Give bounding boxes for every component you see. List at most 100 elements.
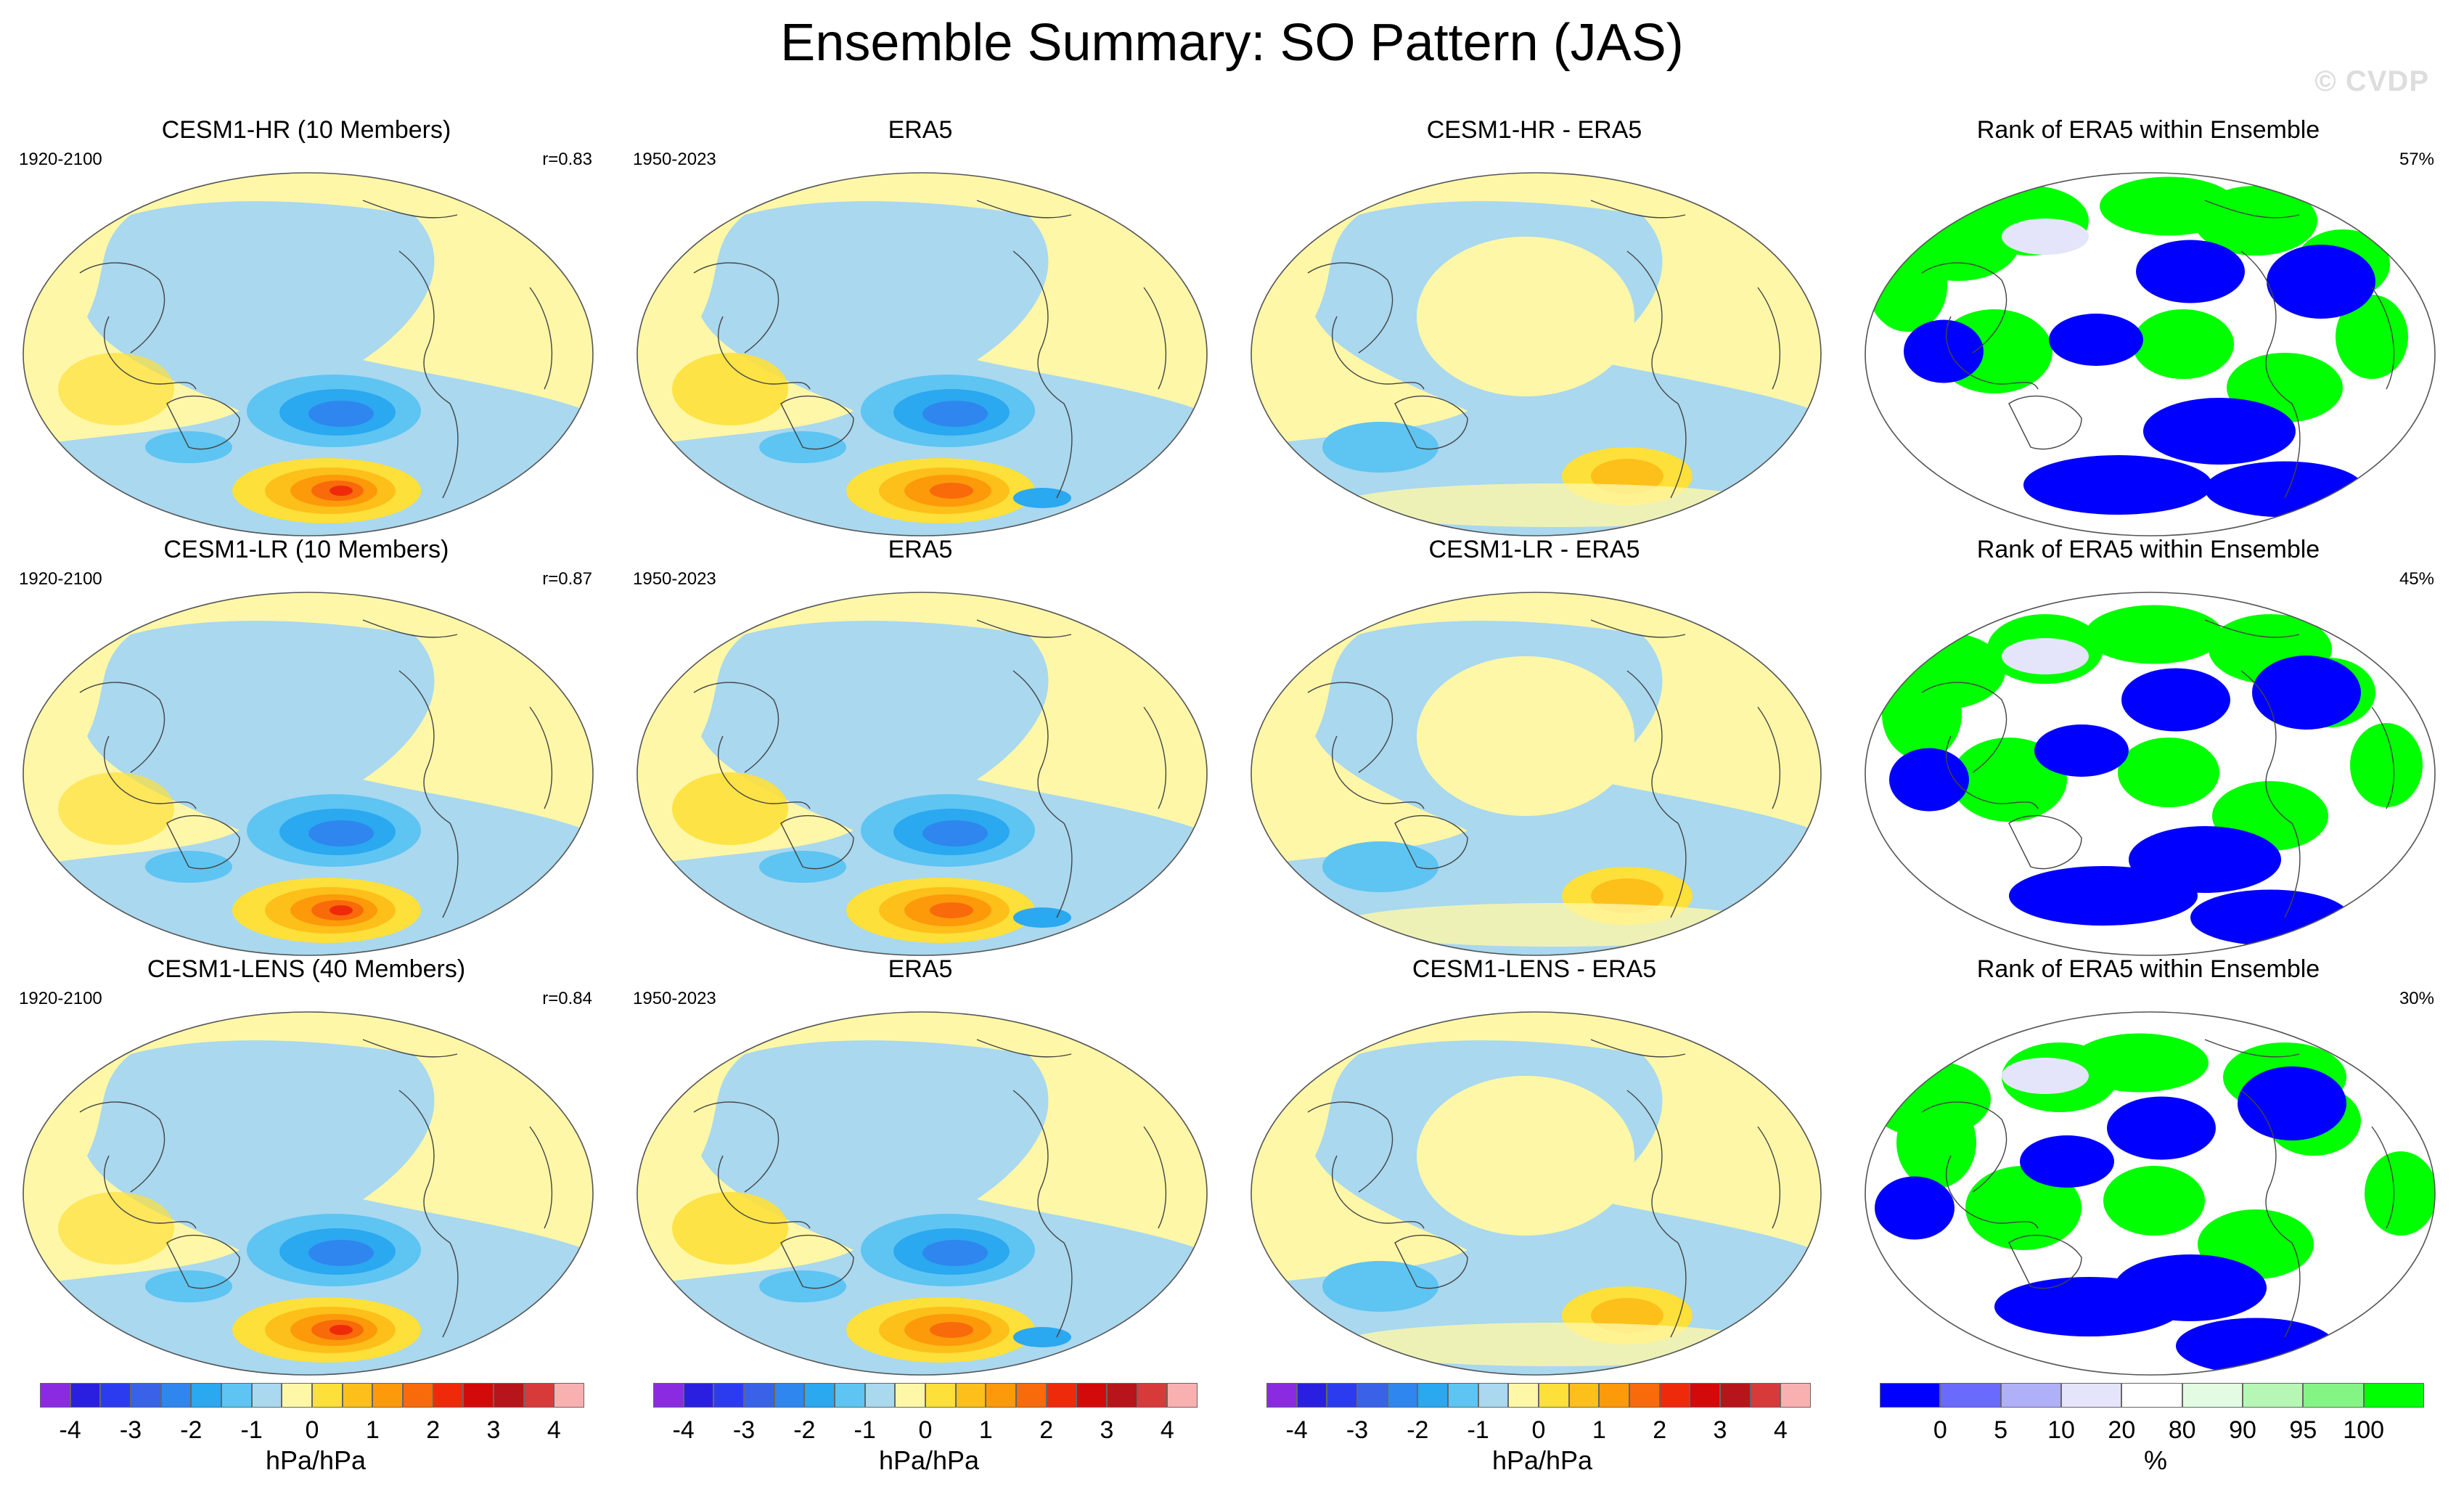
colorbar-swatch <box>1167 1383 1198 1408</box>
rank-low-region <box>1904 319 1984 383</box>
pattern-colorbar: -4 -3 -2 -1 0 1 2 3 4 hPa/hPa <box>1266 1383 1818 1485</box>
negative-anomaly-region <box>23 1040 588 1375</box>
coastlines <box>1921 619 2395 918</box>
panel-title: Rank of ERA5 within Ensemble <box>1976 116 2320 144</box>
colorbar-tick-label: 0 <box>305 1416 319 1444</box>
rank-high-region <box>1896 1097 1976 1188</box>
panel-title: CESM1-HR (10 Members) <box>161 116 451 144</box>
colorbar-swatch <box>1508 1383 1539 1408</box>
colorbar-units: hPa/hPa <box>265 1445 367 1475</box>
diff-panel: CESM1-LENS - ERA5 <box>1237 955 1832 1376</box>
pattern-colorbar: -4 -3 -2 -1 0 1 2 3 4 hPa/hPa <box>653 1383 1205 1485</box>
coastlines <box>79 1039 553 1338</box>
colorbar-tick-label: -3 <box>732 1416 756 1444</box>
rank-high-region <box>2085 605 2223 664</box>
colorbar-tick-label: -2 <box>1407 1416 1429 1444</box>
panel-title: CESM1-LENS - ERA5 <box>1412 955 1657 983</box>
colorbar-swatch <box>2182 1383 2243 1408</box>
rank-low-region <box>2252 656 2361 730</box>
pattern-correlation: r=0.83 <box>542 150 592 169</box>
colorbar-tick-label: -3 <box>119 1416 142 1444</box>
colorbar-swatch <box>251 1383 282 1408</box>
panel-title: CESM1-LR (10 Members) <box>163 536 449 563</box>
coastlines <box>1307 619 1781 918</box>
colorbar-swatch <box>311 1383 343 1408</box>
rank-percent: 30% <box>2399 989 2434 1008</box>
colorbar-tick-label: 0 <box>1531 1416 1546 1444</box>
colorbar-units: hPa/hPa <box>878 1445 980 1475</box>
colorbar-swatch <box>342 1383 373 1408</box>
model-map <box>22 172 594 536</box>
colorbar-tick-label: 10 <box>2047 1416 2075 1444</box>
coastlines <box>1921 1039 2395 1338</box>
rank-low-region <box>2009 866 2198 926</box>
rank-low-region <box>2023 455 2212 515</box>
colorbar-tick-label: 100 <box>2343 1416 2385 1444</box>
colorbar-swatch <box>1629 1383 1660 1408</box>
colorbar-swatch <box>743 1383 774 1408</box>
rank-high-region <box>2336 295 2408 379</box>
obs-panel: ERA5 1950-2023 <box>623 116 1218 536</box>
panel-title: Rank of ERA5 within Ensemble <box>1976 955 2320 983</box>
colorbar-swatch <box>100 1383 131 1408</box>
colorbar-swatch <box>895 1383 925 1408</box>
colorbar-tick-label: 80 <box>2168 1416 2196 1444</box>
colorbar-swatch <box>463 1383 494 1408</box>
colorbar-swatch <box>774 1383 805 1408</box>
colorbar-swatch <box>523 1383 554 1408</box>
panel-title: ERA5 <box>888 536 953 563</box>
coastlines <box>693 619 1167 918</box>
page-title: Ensemble Summary: SO Pattern (JAS) <box>780 14 1684 72</box>
colorbar-swatch <box>1478 1383 1509 1408</box>
rank-map <box>1865 592 2436 956</box>
period-label: 1950-2023 <box>633 150 716 169</box>
coastlines <box>1307 1039 1781 1338</box>
coastlines <box>693 1039 1167 1338</box>
colorbar-swatch <box>713 1383 744 1408</box>
obs-panel: ERA5 1950-2023 <box>623 955 1218 1376</box>
colorbar-swatch <box>1659 1383 1690 1408</box>
rank-colorbar: 0 5 10 20 80 90 95 100% <box>1880 1383 2431 1485</box>
colorbar-units: % <box>2143 1445 2167 1475</box>
colorbar-tick-label: 2 <box>1039 1416 1054 1444</box>
rank-high-region <box>1882 669 1962 760</box>
colorbar-tick-label: -1 <box>240 1416 263 1444</box>
panel-title: ERA5 <box>888 116 953 144</box>
colorbar-swatch <box>1417 1383 1448 1408</box>
rank-panel: Rank of ERA5 within Ensemble 30% <box>1851 955 2446 1376</box>
model-panel: CESM1-HR (10 Members) 1920-2100 r=0.83 <box>9 116 604 536</box>
rank-low-region <box>2267 245 2375 319</box>
rank-low-region <box>2121 668 2230 732</box>
panel-title: ERA5 <box>888 955 953 983</box>
colorbar-swatch <box>986 1383 1016 1408</box>
colorbar-tick-label: 90 <box>2229 1416 2256 1444</box>
rank-panel: Rank of ERA5 within Ensemble 57% <box>1851 116 2446 536</box>
colorbar-tick-label: 0 <box>918 1416 933 1444</box>
panel-title: CESM1-LENS (40 Members) <box>147 955 466 983</box>
colorbar-swatch <box>2363 1383 2424 1408</box>
rank-low-region <box>2190 889 2350 946</box>
diff-panel: CESM1-HR - ERA5 <box>1237 116 1832 536</box>
rank-high-region <box>1965 1166 2082 1250</box>
colorbar-swatch <box>2303 1383 2364 1408</box>
colorbar-swatch <box>372 1383 403 1408</box>
rank-map <box>1865 1011 2436 1376</box>
colorbar-swatch <box>493 1383 524 1408</box>
rank-low-region <box>2136 240 2245 303</box>
obs-panel: ERA5 1950-2023 <box>623 536 1218 956</box>
colorbar-swatch <box>1296 1383 1327 1408</box>
coastlines <box>693 200 1167 499</box>
colorbar-swatch <box>191 1383 221 1408</box>
rank-low-region <box>2143 398 2296 465</box>
model-map <box>22 592 594 956</box>
colorbar-swatch <box>834 1383 865 1408</box>
colorbar-swatch <box>1015 1383 1047 1408</box>
colorbar-swatch <box>160 1383 192 1408</box>
colorbar-swatch <box>1046 1383 1077 1408</box>
period-label: 1920-2100 <box>19 569 102 589</box>
colorbar-tick-label: -3 <box>1346 1416 1369 1444</box>
colorbar-swatch <box>2121 1383 2182 1408</box>
colorbar-swatch <box>554 1383 584 1408</box>
colorbar-tick-label: 4 <box>1773 1416 1788 1444</box>
rank-low-region <box>2049 314 2143 366</box>
